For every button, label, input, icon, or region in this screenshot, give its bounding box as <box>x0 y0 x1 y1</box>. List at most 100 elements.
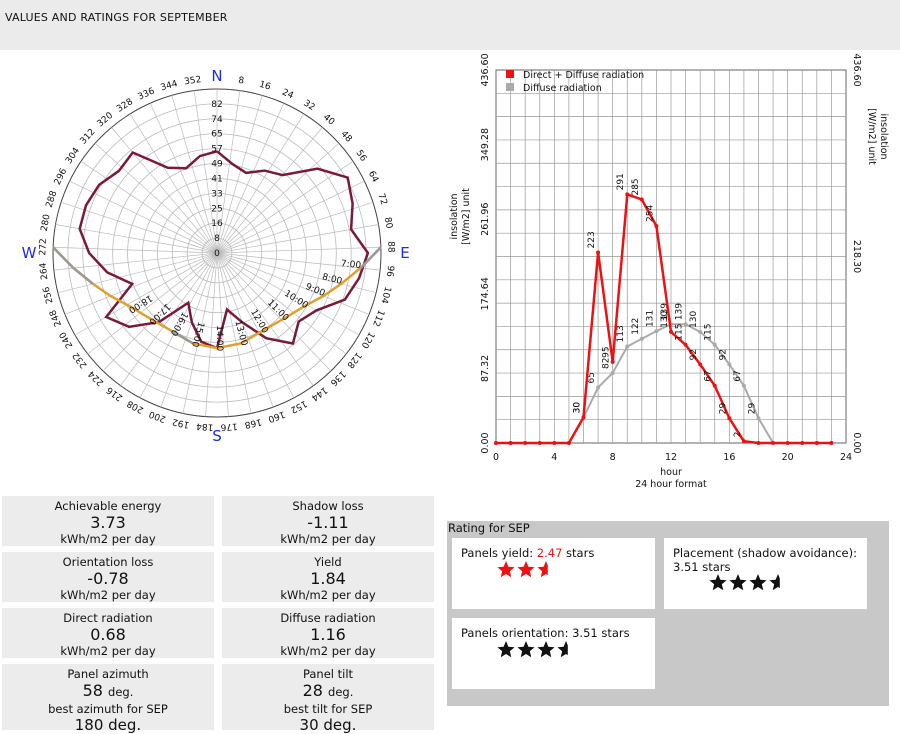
left-y-tick-label: 174.64 <box>480 277 491 310</box>
radial-tick-label: 74 <box>211 115 223 125</box>
polar-spoke <box>74 252 218 336</box>
chart-text: 0.00 87.32 174.64 261.96 349.28 436.60 0.00 218… <box>449 53 889 490</box>
star-full-icon <box>749 574 767 591</box>
data-point <box>596 385 601 390</box>
rating-yield-value: 2.47 <box>536 546 563 560</box>
data-label: 254 <box>645 205 655 222</box>
data-point <box>625 192 630 197</box>
azimuth-tick-label: 256 <box>42 285 56 304</box>
azimuth-tick-label: 280 <box>40 213 53 232</box>
radial-tick-label: 33 <box>211 189 222 199</box>
stat-label: Diffuse radiation <box>280 611 376 625</box>
azimuth-tick-label: 32 <box>301 99 316 114</box>
polar-spoke <box>87 252 218 355</box>
stat-unit: deg. <box>108 685 134 699</box>
star-full-icon <box>497 561 515 578</box>
data-label: 115 <box>704 324 714 341</box>
azimuth-tick-label: 120 <box>358 330 375 350</box>
left-y-tick-label: 349.28 <box>480 128 491 161</box>
polar-spoke <box>80 161 218 254</box>
stat-label: Achievable energy <box>54 499 162 513</box>
polar-spoke <box>171 95 218 254</box>
stat-value: -0.78 <box>87 569 129 588</box>
azimuth-tick-label: 88 <box>385 241 395 253</box>
star-partial-icon <box>557 641 568 658</box>
stat-unit: kWh/m2 per day <box>60 588 156 602</box>
azimuth-tick-label: 24 <box>280 88 295 102</box>
left-axis-title: insolation <box>449 193 460 239</box>
polar-lines <box>52 150 382 350</box>
west-label: W <box>22 244 37 262</box>
polar-spoke <box>139 252 218 398</box>
star-full-icon <box>537 641 555 658</box>
x-axis-subtitle: 24 hour format <box>635 479 707 490</box>
stat-unit: kWh/m2 per day <box>60 532 156 546</box>
legend-diffuse-swatch <box>506 83 514 91</box>
stat-orientation-loss: Orientation loss -0.78 kWh/m2 per day <box>2 552 214 602</box>
left-axis-unit: [W/m2] unit <box>461 188 472 245</box>
polar-spoke <box>216 252 360 336</box>
data-label: 131 <box>645 310 655 327</box>
data-label: 65 <box>587 372 597 383</box>
data-point <box>537 441 542 445</box>
sun-hour-label: 14:00 <box>214 325 224 351</box>
polar-horizon-chart: 8 162432404856647280889610411212012813614… <box>22 67 410 445</box>
data-point <box>625 344 630 349</box>
data-label: 291 <box>616 173 626 190</box>
stat-label: Yield <box>314 555 342 569</box>
radial-tick-label: 25 <box>211 204 222 214</box>
data-point <box>639 197 644 202</box>
polar-spoke <box>216 252 332 372</box>
right-y-tick-label: 436.60 <box>851 53 862 86</box>
polar-spoke <box>216 252 314 386</box>
azimuth-tick-label: 64 <box>366 170 380 185</box>
azimuth-tick-label: 40 <box>321 113 336 128</box>
polar-spoke <box>216 113 305 254</box>
north-label: N <box>211 67 222 85</box>
left-y-tick-label: 436.60 <box>480 53 491 86</box>
radial-tick-label: 49 <box>211 160 223 170</box>
polar-spoke <box>120 252 218 386</box>
azimuth-tick-label: 176 <box>220 420 238 431</box>
stat-shadow-loss: Shadow loss -1.11 kWh/m2 per day <box>222 496 434 546</box>
azimuth-tick-label: 160 <box>266 408 286 423</box>
rating-title: Rating for SEP <box>448 521 530 535</box>
star-full-icon <box>517 561 535 578</box>
azimuth-tick-label: 208 <box>125 398 145 415</box>
polar-spoke <box>216 252 295 398</box>
stat-unit: kWh/m2 per day <box>60 644 156 658</box>
azimuth-tick-label: 184 <box>196 420 214 431</box>
polar-spoke <box>193 90 218 254</box>
x-tick-label: 16 <box>723 452 735 463</box>
left-y-tick-label: 0.00 <box>480 432 491 453</box>
azimuth-tick-label: 272 <box>38 238 49 256</box>
polar-spoke <box>216 90 241 254</box>
azimuth-tick-label: 296 <box>53 167 70 187</box>
right-y-tick-label: 0.00 <box>851 432 862 453</box>
azimuth-tick-label: 16 <box>258 80 272 93</box>
polar-spoke <box>216 252 370 315</box>
data-label: 30 <box>573 402 583 414</box>
azimuth-tick-label: 168 <box>243 416 262 429</box>
polar-spoke <box>205 252 218 417</box>
stat-unit: kWh/m2 per day <box>280 644 376 658</box>
data-point <box>610 359 615 364</box>
stat-unit: kWh/m2 per day <box>280 588 376 602</box>
data-label: 122 <box>631 318 641 335</box>
azimuth-tick-label: 56 <box>353 148 368 163</box>
stat-label: Panel tilt <box>302 667 354 681</box>
azimuth-tick-label: 288 <box>45 189 60 209</box>
data-point <box>669 329 673 334</box>
polar-spoke <box>94 143 218 254</box>
polar-spoke <box>149 103 218 254</box>
polar-spoke <box>60 201 218 254</box>
data-point <box>596 250 601 255</box>
right-y-tick-label: 218.30 <box>851 240 862 273</box>
radial-tick-label: 8 <box>214 234 220 244</box>
data-label: 29 <box>718 402 728 414</box>
polar-spoke <box>216 161 354 254</box>
star-full-icon <box>517 641 535 658</box>
data-label: 92 <box>689 349 699 360</box>
radial-tick-label: 41 <box>211 174 222 184</box>
